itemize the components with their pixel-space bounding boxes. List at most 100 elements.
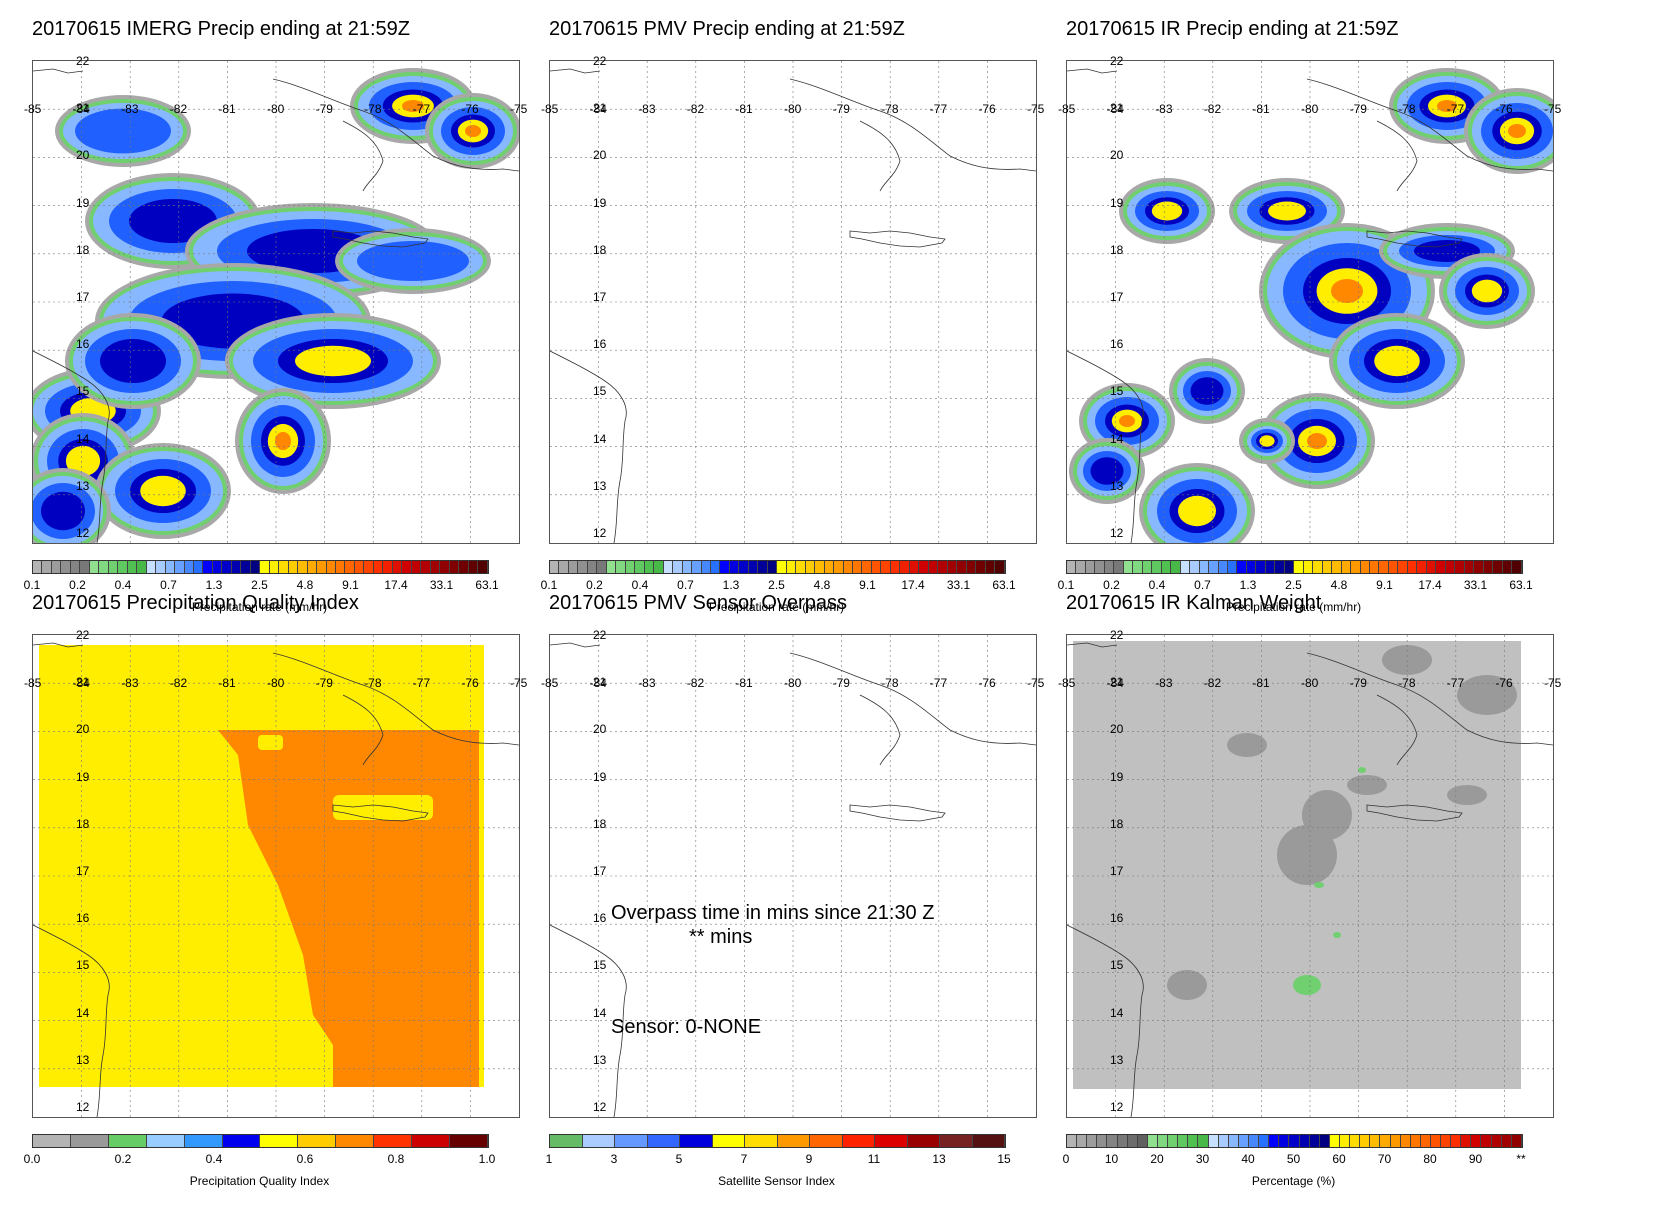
lon-tick-label: -81 [735, 676, 753, 690]
colorbar-swatch [720, 561, 730, 573]
colorbar-swatch [383, 561, 393, 573]
colorbar-swatch [1379, 561, 1389, 573]
cuba-coastline [272, 652, 519, 746]
lon-tick-label: -84 [72, 676, 90, 690]
colorbar-swatch [1097, 1135, 1108, 1147]
colorbar-swatch [1133, 561, 1143, 573]
colorbar-swatch [1299, 1135, 1310, 1147]
rain-area-blue [357, 241, 469, 281]
quality-patch-yellow [333, 795, 433, 820]
lat-tick-label: 12 [593, 526, 607, 540]
colorbar-swatch [440, 561, 450, 573]
colorbar-title: Precipitation rate (mm/hr) [191, 600, 328, 614]
lon-tick-label: -79 [832, 676, 850, 690]
cuba-coastline [1306, 652, 1553, 746]
colorbar-tick-label: 1.3 [205, 578, 223, 592]
colorbar-swatch [80, 561, 90, 573]
colorbar-tick-label: 2.5 [768, 578, 785, 592]
colorbar-swatch [250, 561, 261, 573]
colorbar [1066, 1134, 1523, 1148]
lon-tick-label: -85 [1058, 676, 1076, 690]
lat-tick-label: 13 [1110, 478, 1124, 493]
colorbar-swatch [1227, 561, 1238, 573]
lon-tick-label: -83 [121, 102, 139, 116]
lon-tick-label: -85 [1058, 102, 1076, 116]
lon-tick-label: -84 [589, 102, 607, 116]
lat-tick-label: 19 [1110, 769, 1124, 784]
colorbar-swatch [1451, 1135, 1462, 1147]
panel-title: 20170615 IR Precip ending at 21:59Z [1066, 18, 1399, 40]
jamaica-coastline [332, 804, 429, 822]
colorbar-swatch [701, 561, 711, 573]
colorbar-tick-label: 0.1 [1057, 578, 1075, 592]
colorbar-tick-label: 2.5 [1285, 578, 1302, 592]
colorbar-swatch [1114, 561, 1124, 573]
lon-tick-label: -81 [1252, 102, 1270, 116]
lon-tick-label: -76 [1495, 676, 1513, 690]
colorbar-swatch [647, 1135, 680, 1147]
colorbar-swatch [89, 561, 100, 573]
colorbar-swatch [212, 561, 223, 573]
map-svg [1067, 635, 1553, 1117]
colorbar-swatch [606, 561, 617, 573]
colorbar-tick-label: 4.8 [296, 578, 314, 592]
lon-tick-label: -75 [510, 676, 528, 690]
colorbar-swatch [582, 1135, 615, 1147]
colorbar-swatch [1279, 1135, 1290, 1147]
colorbar-swatch [137, 561, 147, 573]
lon-tick-label: -78 [1398, 676, 1416, 690]
colorbar-swatch [810, 1135, 843, 1147]
colorbar-swatch [909, 561, 920, 573]
colorbar-tick-label: 33.1 [1463, 578, 1488, 592]
colorbar-swatch [345, 561, 355, 573]
lat-tick-label: 20 [76, 148, 90, 163]
colorbar-swatch [966, 561, 977, 573]
colorbar-swatch [680, 1135, 713, 1147]
colorbar-swatch [1095, 561, 1105, 573]
colorbar-swatch [907, 1135, 940, 1147]
lat-tick-label: 18 [76, 816, 90, 831]
colorbar-swatch [459, 561, 469, 573]
cuba-coastline-south [859, 120, 901, 192]
colorbar-swatch [1265, 561, 1276, 573]
colorbar-tick-label: 33.1 [946, 578, 971, 592]
cuba-coastline [789, 652, 1036, 746]
colorbar-tick-label: 11 [867, 1152, 881, 1166]
map-panel: 20170615 IR Kalman Weight -85 -84 -83 -82 -81… [1058, 592, 1586, 1192]
colorbar-swatch [682, 561, 693, 573]
colorbar-swatch [1087, 1135, 1098, 1147]
lat-tick-label: 14 [593, 431, 607, 446]
jamaica-coastline [1366, 230, 1463, 248]
colorbar-swatch [1228, 1135, 1239, 1147]
colorbar-swatch [1417, 561, 1427, 573]
rain-area-darkblue [41, 491, 85, 531]
colorbar-swatch [298, 561, 308, 573]
cuba-west-coastline [33, 68, 84, 74]
colorbar-swatch [1491, 1135, 1502, 1147]
lon-tick-label: -81 [218, 102, 236, 116]
lon-tick-label: -82 [169, 102, 188, 116]
colorbar-swatch [1420, 1135, 1431, 1147]
colorbar-swatch [1464, 561, 1475, 573]
colorbar-swatch [871, 561, 882, 573]
colorbar-swatch [972, 1135, 1005, 1147]
colorbar-title: Satellite Sensor Index [718, 1174, 835, 1188]
rain-area-orange [1508, 124, 1526, 138]
colorbar-tick-label: 0.0 [23, 1152, 41, 1166]
kalman-green-dot [1358, 767, 1366, 773]
central-america-coastline [550, 924, 627, 1117]
colorbar-swatch [712, 1135, 745, 1147]
rain-area-yellow [1268, 201, 1306, 221]
lon-tick-label: -77 [412, 102, 431, 116]
cuba-coastline [1306, 78, 1553, 172]
colorbar-swatch [260, 561, 270, 573]
colorbar-swatch [928, 561, 939, 573]
panel-title: 20170615 IMERG Precip ending at 21:59Z [32, 18, 411, 40]
colorbar-swatch [1512, 561, 1522, 573]
cuba-coastline-south [342, 120, 384, 192]
lat-tick-label: 14 [593, 1005, 607, 1020]
lat-tick-label: 21 [76, 101, 90, 116]
cuba-west-coastline [550, 68, 601, 74]
colorbar-swatch [1190, 561, 1200, 573]
central-america-coastline [33, 924, 110, 1117]
